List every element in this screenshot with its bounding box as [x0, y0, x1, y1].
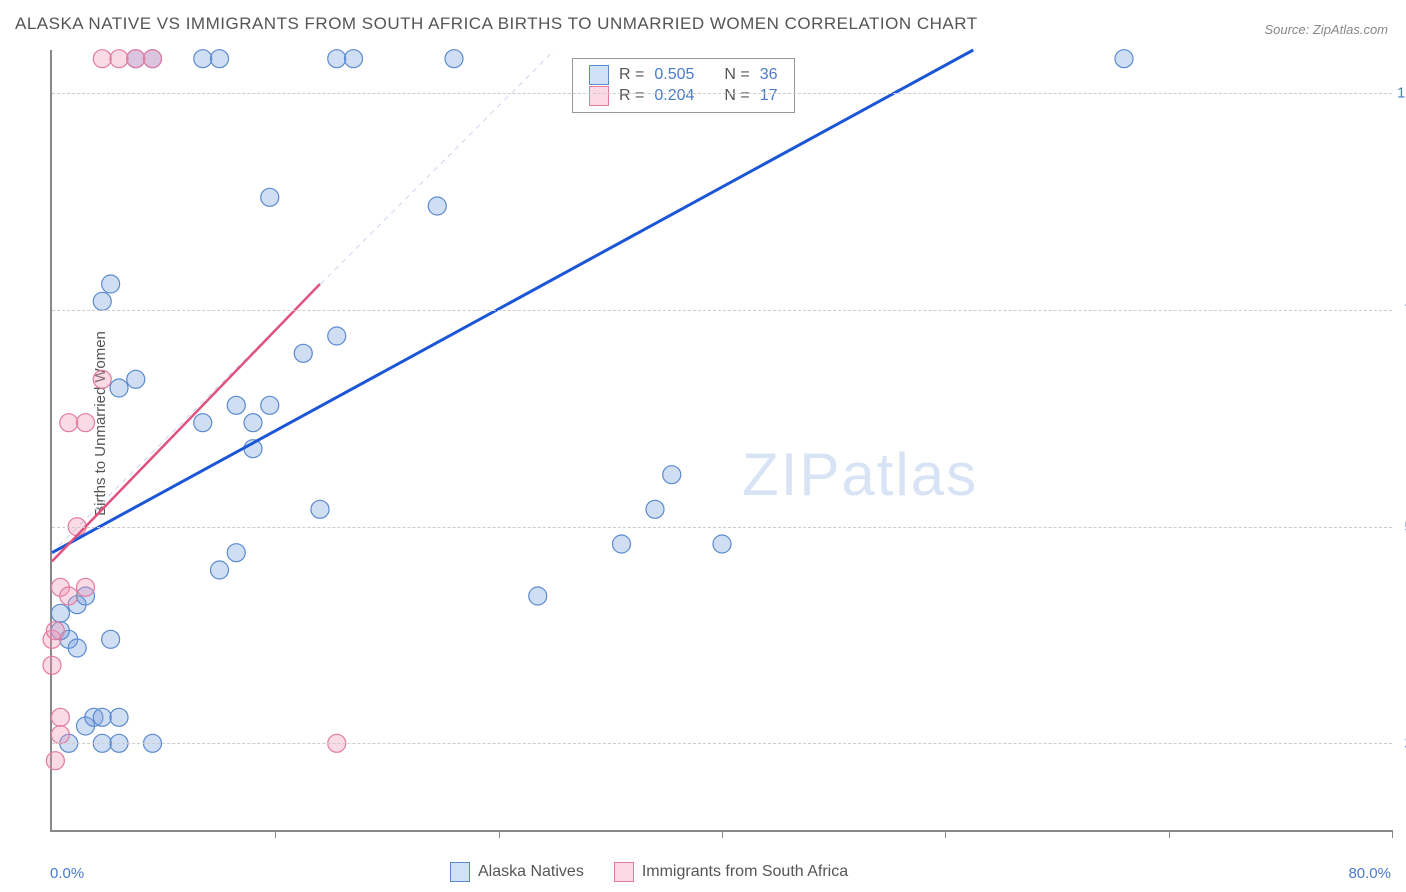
y-tick-label: 100.0% — [1397, 85, 1406, 102]
legend-swatch — [589, 65, 609, 85]
legend-swatch — [614, 862, 634, 882]
data-point — [110, 708, 128, 726]
data-point — [93, 292, 111, 310]
y-tick-label: 75.0% — [1397, 302, 1406, 319]
legend-series-item: Immigrants from South Africa — [614, 862, 848, 882]
data-point — [311, 500, 329, 518]
legend-correlation-row: R = 0.204 N = 17 — [589, 86, 778, 106]
data-point — [261, 396, 279, 414]
data-point — [68, 639, 86, 657]
gridline-h — [52, 310, 1392, 311]
data-point — [46, 752, 64, 770]
legend-n-value: 17 — [760, 87, 778, 105]
data-point — [43, 656, 61, 674]
data-point — [663, 466, 681, 484]
data-point — [144, 50, 162, 68]
data-point — [194, 414, 212, 432]
data-point — [613, 535, 631, 553]
legend-n-label: N = — [724, 87, 749, 105]
data-point — [77, 578, 95, 596]
legend-swatch — [589, 86, 609, 106]
legend-r-label: R = — [619, 66, 644, 84]
plot-svg — [52, 50, 1392, 830]
data-point — [51, 726, 69, 744]
legend-series-item: Alaska Natives — [450, 862, 584, 882]
plot-area: R = 0.505 N = 36 R = 0.204 N = 17 ZIPatl… — [50, 50, 1392, 832]
data-point — [46, 622, 64, 640]
data-point — [93, 370, 111, 388]
legend-n-value: 36 — [760, 66, 778, 84]
data-point — [194, 50, 212, 68]
data-point — [529, 587, 547, 605]
data-point — [127, 50, 145, 68]
data-point — [211, 50, 229, 68]
data-point — [110, 50, 128, 68]
legend-r-value: 0.505 — [654, 66, 694, 84]
data-point — [1115, 50, 1133, 68]
x-tick — [275, 830, 276, 838]
x-tick-end: 80.0% — [1348, 865, 1391, 882]
legend-series-label: Alaska Natives — [478, 863, 584, 881]
x-tick — [722, 830, 723, 838]
x-tick — [1169, 830, 1170, 838]
legend-series-label: Immigrants from South Africa — [642, 863, 848, 881]
data-point — [51, 708, 69, 726]
legend-correlation-row: R = 0.505 N = 36 — [589, 65, 778, 85]
data-point — [102, 275, 120, 293]
data-point — [428, 197, 446, 215]
x-tick — [499, 830, 500, 838]
legend-r-label: R = — [619, 87, 644, 105]
y-tick-label: 25.0% — [1397, 735, 1406, 752]
data-point — [60, 414, 78, 432]
data-point — [646, 500, 664, 518]
legend-n-label: N = — [724, 66, 749, 84]
chart-source: Source: ZipAtlas.com — [1264, 22, 1388, 37]
legend-swatch — [450, 862, 470, 882]
data-point — [244, 414, 262, 432]
data-point — [51, 604, 69, 622]
x-tick-start: 0.0% — [50, 865, 84, 882]
data-point — [227, 544, 245, 562]
x-tick — [945, 830, 946, 838]
gridline-h — [52, 93, 1392, 94]
data-point — [328, 50, 346, 68]
data-point — [102, 630, 120, 648]
chart-title: ALASKA NATIVE VS IMMIGRANTS FROM SOUTH A… — [15, 14, 978, 34]
data-point — [445, 50, 463, 68]
data-point — [93, 50, 111, 68]
gridline-h — [52, 527, 1392, 528]
x-tick — [1392, 830, 1393, 838]
y-tick-label: 50.0% — [1397, 518, 1406, 535]
legend-series: Alaska Natives Immigrants from South Afr… — [450, 862, 848, 882]
trend-line — [52, 50, 973, 553]
data-point — [713, 535, 731, 553]
data-point — [294, 344, 312, 362]
legend-correlation: R = 0.505 N = 36 R = 0.204 N = 17 — [572, 58, 795, 113]
data-point — [93, 708, 111, 726]
data-point — [77, 414, 95, 432]
data-point — [60, 587, 78, 605]
data-point — [261, 188, 279, 206]
data-point — [110, 379, 128, 397]
data-point — [127, 370, 145, 388]
data-point — [211, 561, 229, 579]
data-point — [345, 50, 363, 68]
legend-r-value: 0.204 — [654, 87, 694, 105]
data-point — [227, 396, 245, 414]
data-point — [328, 327, 346, 345]
gridline-h — [52, 743, 1392, 744]
